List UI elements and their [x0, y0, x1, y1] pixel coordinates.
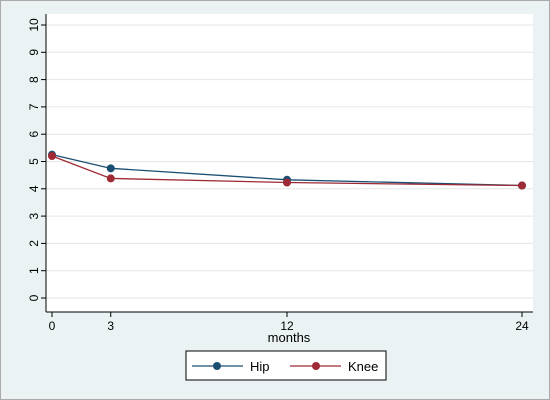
y-axis-ticks: 0 1 2 3 4 5 6 7 8 9 10 — [27, 18, 46, 301]
y-tick-label-1: 1 — [27, 267, 41, 274]
series-line-hip — [51, 154, 523, 187]
series-layer — [48, 150, 526, 190]
series-line-knee — [51, 155, 523, 187]
x-tick-label-0: 0 — [49, 319, 56, 333]
legend: Hip Knee — [185, 350, 387, 381]
data-point-knee-0 — [48, 152, 56, 161]
x-tick-label-12: 12 — [280, 319, 294, 333]
x-axis-label: months — [268, 330, 311, 345]
y-tick-label-7: 7 — [27, 103, 41, 110]
y-tick-label-8: 8 — [27, 76, 41, 83]
y-tick-label-0: 0 — [27, 294, 41, 301]
data-point-knee-3 — [106, 174, 115, 183]
y-tick-label-5: 5 — [27, 158, 41, 165]
data-point-knee-12 — [283, 178, 291, 187]
y-tick-label-10: 10 — [27, 18, 41, 32]
y-tick-label-2: 2 — [27, 240, 41, 247]
data-point-knee-24 — [518, 181, 526, 190]
plot-area — [46, 14, 533, 312]
gridlines — [46, 24, 533, 299]
y-tick-label-6: 6 — [27, 131, 41, 138]
legend-marker-knee — [312, 362, 320, 370]
x-axis-ticks: 0 3 12 24 — [49, 312, 529, 333]
x-tick-label-3: 3 — [107, 319, 114, 333]
y-tick-label-3: 3 — [27, 212, 41, 219]
y-tick-label-4: 4 — [27, 185, 41, 192]
legend-label-knee: Knee — [348, 359, 378, 374]
y-tick-label-9: 9 — [27, 49, 41, 56]
data-point-hip-3 — [106, 164, 115, 173]
legend-marker-hip — [213, 362, 221, 370]
x-tick-label-24: 24 — [515, 319, 529, 333]
legend-label-hip: Hip — [250, 359, 270, 374]
